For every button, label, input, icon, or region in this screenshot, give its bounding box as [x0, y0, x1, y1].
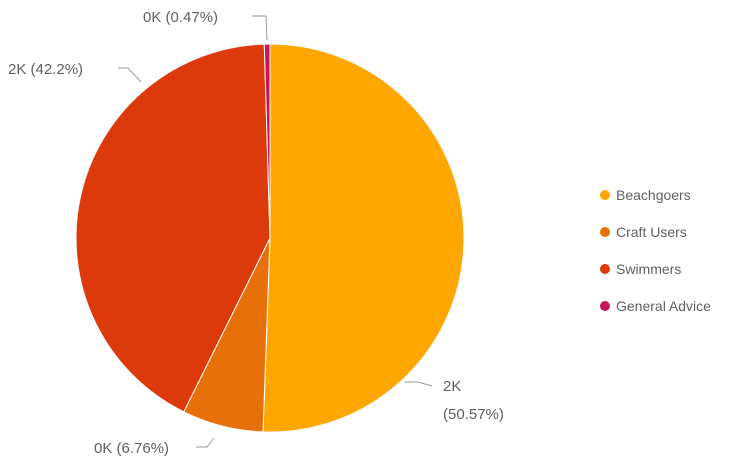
pie-slice-beachgoers[interactable] [262, 43, 465, 433]
legend-item-general-advice[interactable]: General Advice [600, 287, 711, 324]
pie-slices [75, 43, 465, 433]
leader-line-general-advice [252, 15, 268, 41]
data-label-beachgoers-value: 2K [443, 378, 461, 395]
data-label-swimmers: 2K (42.2%) [8, 61, 83, 78]
leader-line-swimmers [118, 67, 142, 83]
legend-label-craft-users: Craft Users [616, 223, 687, 240]
legend-label-swimmers: Swimmers [616, 260, 682, 277]
chart-legend: Beachgoers Craft Users Swimmers General … [600, 176, 711, 324]
data-label-general-advice: 0K (0.47%) [143, 9, 218, 26]
data-label-leaders [118, 15, 433, 448]
legend-label-beachgoers: Beachgoers [616, 186, 691, 203]
data-label-beachgoers-percent: (50.57%) [443, 406, 504, 423]
legend-swatch-beachgoers [600, 189, 610, 200]
legend-swatch-general-advice [600, 300, 610, 311]
legend-item-craft-users[interactable]: Craft Users [600, 213, 711, 250]
legend-swatch-craft-users [600, 226, 610, 237]
pie-slice-general-advice[interactable] [263, 43, 271, 239]
legend-item-swimmers[interactable]: Swimmers [600, 250, 711, 287]
leader-line-craft-users [196, 437, 215, 448]
pie-slice-swimmers[interactable] [75, 43, 271, 413]
data-labels: 0K (0.47%) 2K (42.2%) 2K (50.57%) 0K (6.… [8, 9, 504, 457]
legend-item-beachgoers[interactable]: Beachgoers [600, 176, 711, 213]
legend-label-general-advice: General Advice [616, 297, 711, 314]
legend-swatch-swimmers [600, 263, 610, 274]
leader-line-beachgoers [405, 381, 433, 387]
data-label-craft-users: 0K (6.76%) [94, 440, 169, 457]
